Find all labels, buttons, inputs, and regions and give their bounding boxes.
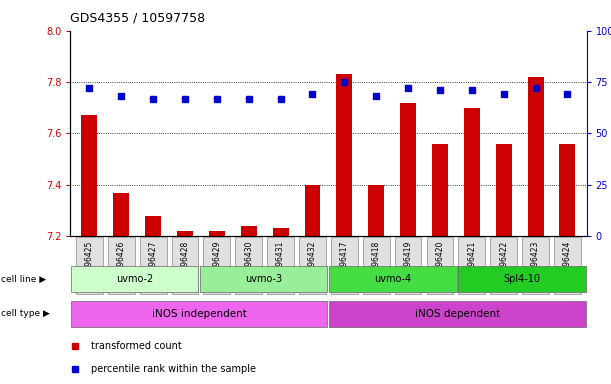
- Text: percentile rank within the sample: percentile rank within the sample: [91, 364, 256, 374]
- Text: GSM796418: GSM796418: [371, 241, 381, 287]
- FancyBboxPatch shape: [363, 237, 390, 295]
- FancyBboxPatch shape: [235, 237, 262, 295]
- FancyBboxPatch shape: [426, 237, 453, 295]
- Text: Spl4-10: Spl4-10: [503, 274, 541, 285]
- Bar: [177, 231, 193, 236]
- Text: uvmo-4: uvmo-4: [375, 274, 412, 285]
- Text: GSM796420: GSM796420: [436, 241, 444, 287]
- Bar: [464, 108, 480, 236]
- Bar: [496, 144, 511, 236]
- Text: GSM796423: GSM796423: [531, 241, 540, 287]
- FancyBboxPatch shape: [108, 237, 134, 295]
- Text: GSM796421: GSM796421: [467, 241, 477, 287]
- FancyBboxPatch shape: [76, 237, 103, 295]
- Bar: [145, 216, 161, 236]
- Text: GSM796417: GSM796417: [340, 241, 349, 287]
- FancyBboxPatch shape: [172, 237, 199, 295]
- Bar: [337, 74, 353, 236]
- Text: uvmo-2: uvmo-2: [116, 274, 153, 285]
- FancyBboxPatch shape: [200, 266, 327, 292]
- Text: GSM796430: GSM796430: [244, 241, 253, 287]
- Text: iNOS dependent: iNOS dependent: [415, 309, 500, 319]
- Text: GDS4355 / 10597758: GDS4355 / 10597758: [70, 12, 205, 25]
- Text: GSM796419: GSM796419: [404, 241, 412, 287]
- Text: GSM796428: GSM796428: [180, 241, 189, 287]
- Bar: [113, 192, 129, 236]
- FancyBboxPatch shape: [203, 237, 230, 295]
- Bar: [400, 103, 416, 236]
- Bar: [304, 185, 320, 236]
- FancyBboxPatch shape: [395, 237, 422, 295]
- Text: GSM796429: GSM796429: [213, 241, 221, 287]
- Text: GSM796424: GSM796424: [563, 241, 572, 287]
- Bar: [432, 144, 448, 236]
- Text: GSM796422: GSM796422: [499, 241, 508, 287]
- FancyBboxPatch shape: [458, 237, 485, 295]
- Text: GSM796426: GSM796426: [117, 241, 126, 287]
- Bar: [560, 144, 576, 236]
- FancyBboxPatch shape: [267, 237, 294, 295]
- FancyBboxPatch shape: [329, 266, 456, 292]
- FancyBboxPatch shape: [490, 237, 517, 295]
- FancyBboxPatch shape: [71, 301, 327, 327]
- Text: cell type ▶: cell type ▶: [1, 310, 50, 318]
- FancyBboxPatch shape: [329, 301, 585, 327]
- Bar: [81, 116, 97, 236]
- Text: GSM796425: GSM796425: [85, 241, 94, 287]
- FancyBboxPatch shape: [71, 266, 199, 292]
- Text: GSM796431: GSM796431: [276, 241, 285, 287]
- Bar: [209, 231, 225, 236]
- FancyBboxPatch shape: [140, 237, 167, 295]
- Text: cell line ▶: cell line ▶: [1, 275, 46, 284]
- Bar: [368, 185, 384, 236]
- FancyBboxPatch shape: [458, 266, 585, 292]
- Text: uvmo-3: uvmo-3: [245, 274, 282, 285]
- FancyBboxPatch shape: [299, 237, 326, 295]
- Text: iNOS independent: iNOS independent: [152, 309, 247, 319]
- Bar: [273, 228, 288, 236]
- Text: transformed count: transformed count: [91, 341, 181, 351]
- FancyBboxPatch shape: [522, 237, 549, 295]
- Bar: [241, 226, 257, 236]
- FancyBboxPatch shape: [331, 237, 357, 295]
- FancyBboxPatch shape: [554, 237, 581, 295]
- Text: GSM796432: GSM796432: [308, 241, 317, 287]
- Bar: [528, 77, 544, 236]
- Text: GSM796427: GSM796427: [148, 241, 158, 287]
